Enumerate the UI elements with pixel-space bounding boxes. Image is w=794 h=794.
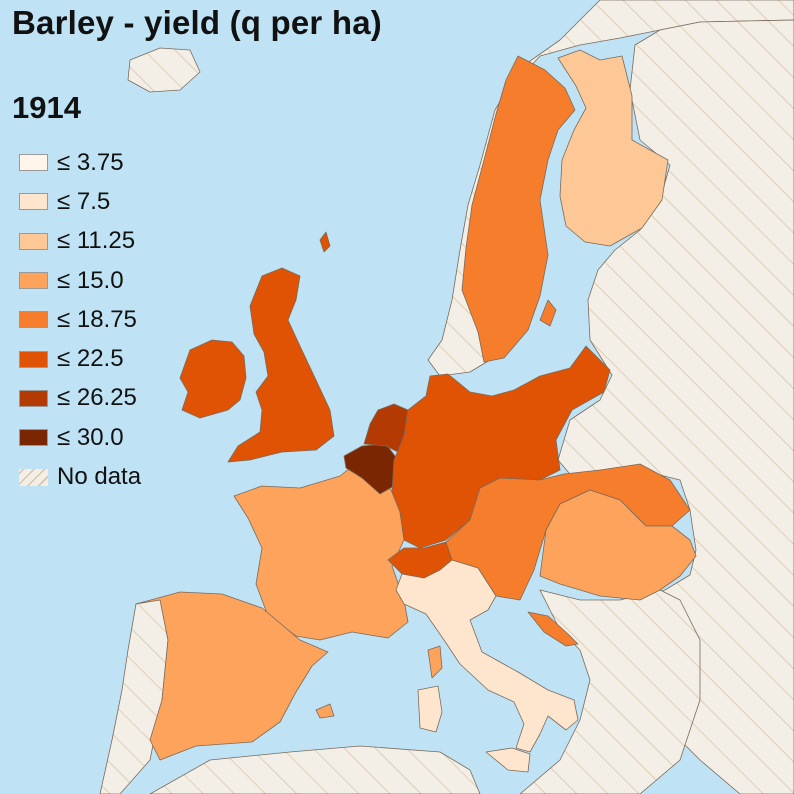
legend-item: ≤ 30.0	[19, 418, 141, 457]
legend: ≤ 3.75 ≤ 7.5 ≤ 11.25 ≤ 15.0 ≤ 18.75 ≤ 22.5 ≤ 2…	[19, 143, 141, 497]
region-sweden[interactable]	[461, 55, 576, 363]
legend-label: ≤ 7.5	[57, 187, 111, 215]
region-dalmatia	[527, 611, 579, 647]
region-gotland	[539, 299, 557, 327]
legend-swatch	[19, 350, 48, 368]
legend-swatch	[19, 154, 48, 172]
legend-item: ≤ 7.5	[19, 182, 141, 221]
legend-label: ≤ 3.75	[57, 148, 124, 176]
region-sicily	[485, 747, 531, 773]
legend-swatch	[19, 468, 48, 486]
region-italy[interactable]	[395, 559, 579, 753]
legend-swatch	[19, 232, 48, 250]
legend-label: ≤ 18.75	[57, 305, 137, 333]
legend-item: ≤ 26.25	[19, 379, 141, 418]
region-spain[interactable]	[135, 591, 329, 761]
legend-label: ≤ 11.25	[57, 227, 136, 255]
legend-item: ≤ 22.5	[19, 339, 141, 378]
legend-item: ≤ 11.25	[19, 222, 141, 261]
legend-label: ≤ 15.0	[57, 266, 124, 294]
legend-item: ≤ 15.0	[19, 261, 141, 300]
page-title: Barley - yield (q per ha)	[12, 4, 382, 41]
year-label: 1914	[12, 90, 81, 125]
legend-swatch	[19, 272, 48, 290]
legend-swatch	[19, 389, 48, 407]
legend-label: ≤ 22.5	[57, 345, 124, 373]
legend-item: ≤ 18.75	[19, 300, 141, 339]
region-uk[interactable]	[227, 267, 335, 463]
region-hungary[interactable]	[539, 489, 697, 601]
region-corsica	[427, 645, 443, 679]
region-northern-isles	[319, 231, 331, 253]
legend-swatch	[19, 193, 48, 211]
legend-item: ≤ 3.75	[19, 143, 141, 182]
legend-label: No data	[57, 463, 142, 491]
legend-swatch	[19, 311, 48, 329]
legend-label: ≤ 30.0	[57, 423, 124, 451]
legend-label: ≤ 26.25	[57, 384, 137, 412]
region-ireland[interactable]	[179, 339, 247, 419]
region-finland[interactable]	[557, 49, 669, 247]
legend-item: No data	[19, 457, 141, 496]
region-sardinia	[417, 685, 443, 733]
region-germany[interactable]	[391, 345, 611, 549]
region-north-africa	[149, 745, 481, 794]
region-iceland	[127, 47, 201, 93]
legend-swatch	[19, 429, 48, 447]
region-balearics	[315, 703, 335, 719]
